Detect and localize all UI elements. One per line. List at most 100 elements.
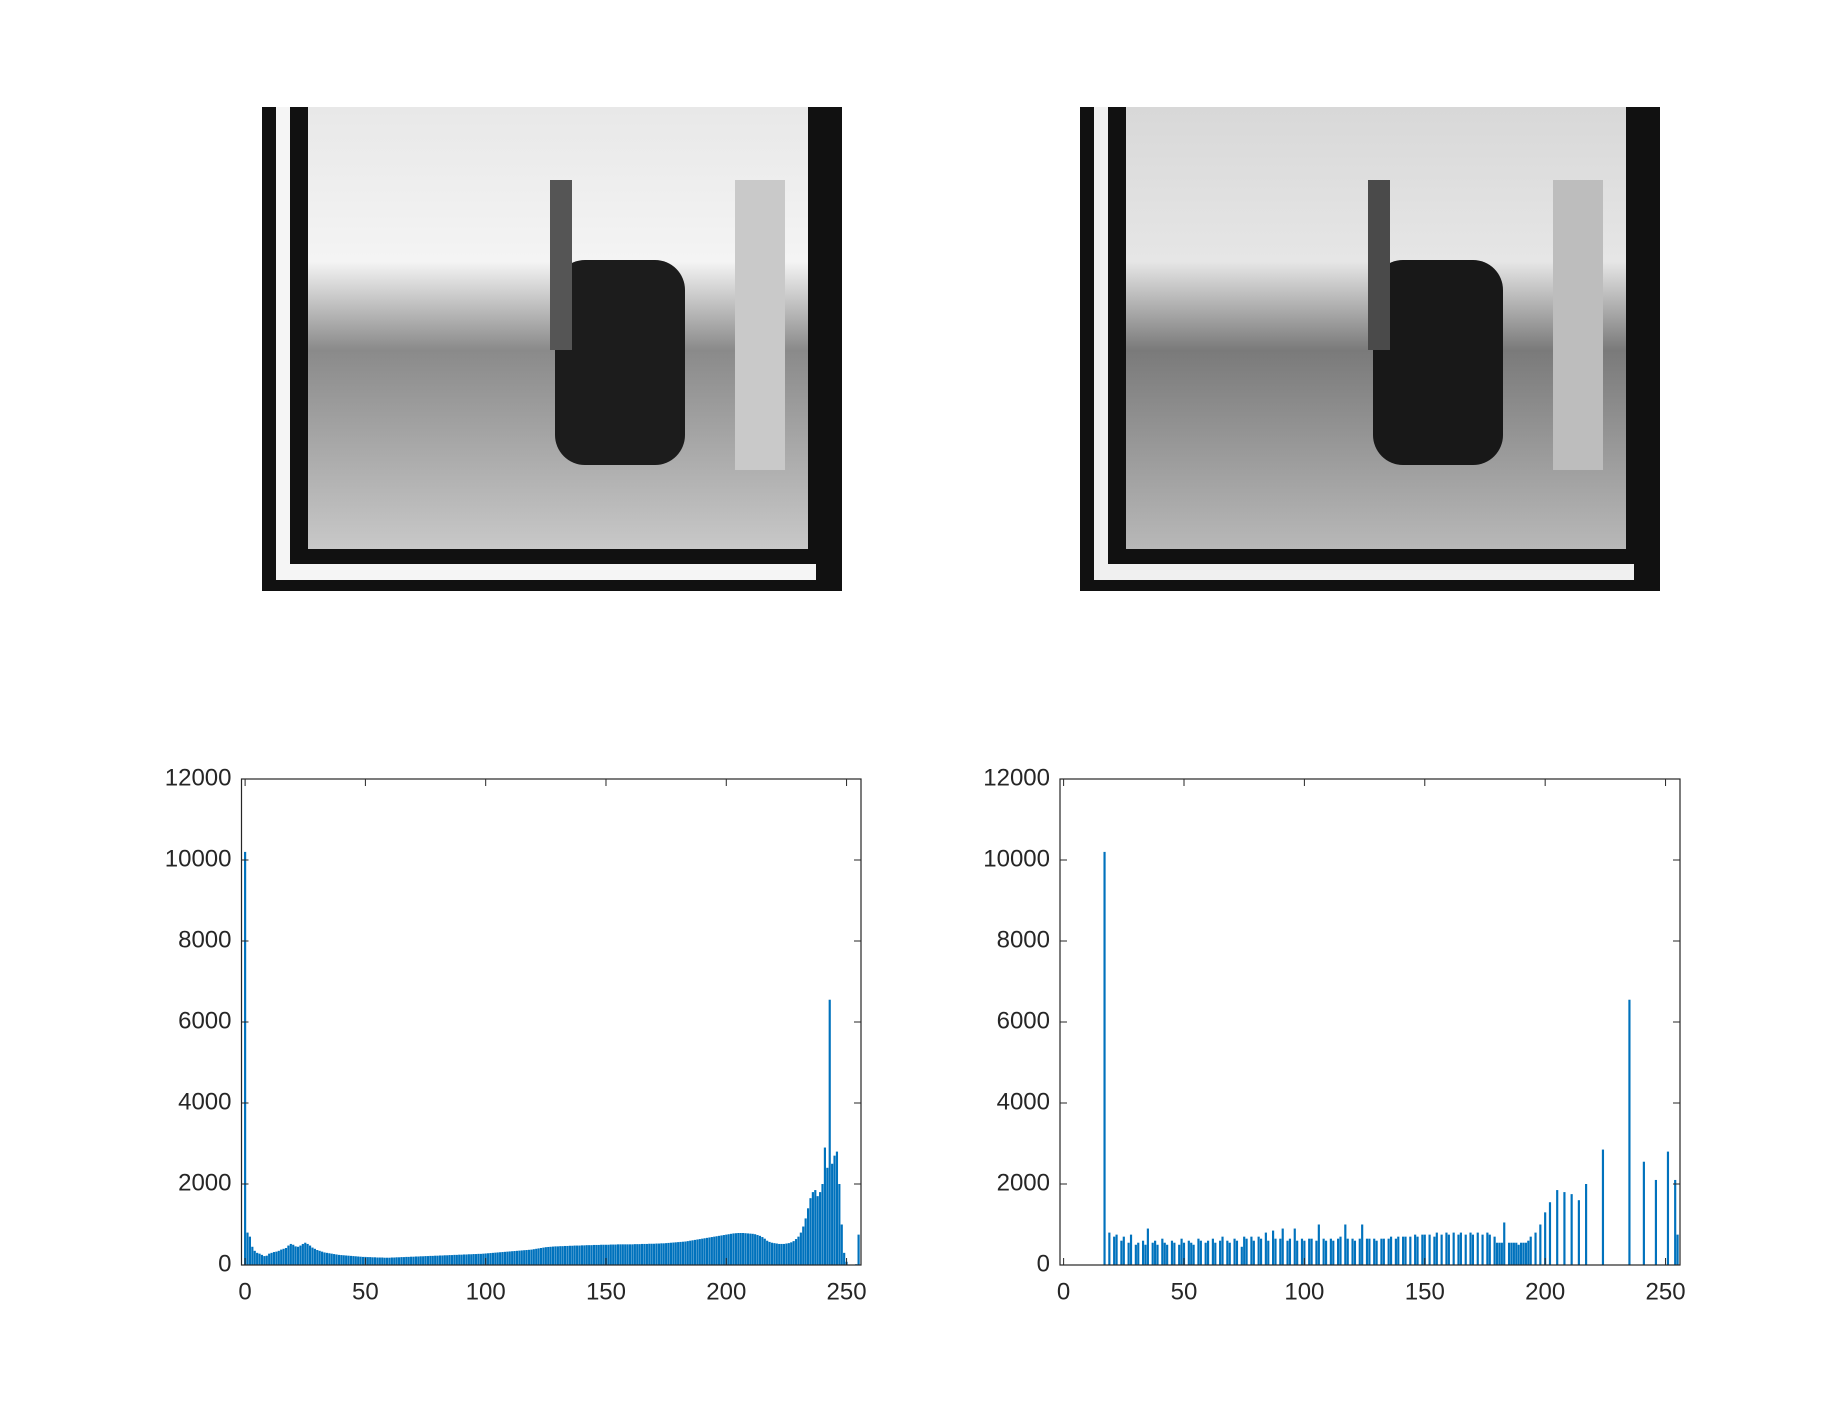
bar xyxy=(275,1251,278,1265)
bar xyxy=(333,1254,336,1265)
bar xyxy=(1293,1228,1296,1265)
bar xyxy=(1156,1244,1159,1265)
bar xyxy=(717,1235,721,1265)
bar xyxy=(604,1244,608,1265)
bar xyxy=(1404,1236,1407,1265)
bar xyxy=(1389,1236,1393,1265)
bar xyxy=(1141,1240,1145,1265)
bar xyxy=(547,1246,550,1265)
bar xyxy=(1654,1179,1658,1265)
bar xyxy=(1166,1244,1169,1265)
bar xyxy=(1375,1240,1378,1265)
bar xyxy=(1459,1232,1462,1265)
bar xyxy=(1577,1200,1580,1265)
histogram-axes: 0 50 100 150 200 250 0 2000 4000 6000 8000 10000 120… xyxy=(983,764,1685,1305)
bar xyxy=(1585,1184,1588,1265)
bar xyxy=(580,1245,584,1265)
bar xyxy=(268,1253,271,1265)
bar xyxy=(1279,1238,1282,1265)
bar xyxy=(434,1255,437,1265)
bar xyxy=(1674,1179,1677,1265)
bar xyxy=(816,1196,819,1265)
bar xyxy=(479,1253,482,1265)
bar xyxy=(265,1255,268,1265)
bar xyxy=(1387,1238,1390,1265)
bar xyxy=(1471,1234,1475,1265)
bar xyxy=(1190,1242,1193,1265)
bar xyxy=(631,1244,634,1265)
bar xyxy=(472,1254,475,1265)
bar xyxy=(260,1254,264,1265)
bar xyxy=(657,1243,660,1265)
bar xyxy=(426,1256,430,1265)
bar xyxy=(383,1257,386,1265)
bar xyxy=(1163,1242,1166,1265)
y-tick-label: 10000 xyxy=(983,845,1050,872)
bar xyxy=(556,1246,559,1265)
bar xyxy=(373,1257,377,1265)
bar xyxy=(1122,1236,1125,1265)
bar xyxy=(313,1248,316,1265)
bar xyxy=(1601,1149,1605,1265)
bar xyxy=(1464,1234,1467,1265)
bar xyxy=(1267,1240,1270,1265)
bar xyxy=(636,1244,639,1265)
bar xyxy=(782,1243,786,1265)
bar xyxy=(725,1234,728,1265)
x-tick-label: 0 xyxy=(238,1278,251,1305)
bar xyxy=(742,1233,745,1265)
bar xyxy=(1233,1238,1236,1265)
bar xyxy=(585,1245,588,1265)
bar xyxy=(1286,1240,1289,1265)
x-tick-label: 0 xyxy=(1057,1278,1070,1305)
bar xyxy=(669,1242,673,1265)
bar xyxy=(1315,1240,1318,1265)
bar xyxy=(691,1240,694,1265)
bar xyxy=(342,1255,345,1265)
bar xyxy=(1337,1238,1340,1265)
bar xyxy=(660,1243,663,1265)
x-tick-label: 200 xyxy=(1525,1278,1565,1305)
bar xyxy=(395,1257,398,1265)
bar xyxy=(1628,999,1631,1265)
bar xyxy=(1642,1161,1645,1265)
bar xyxy=(566,1245,569,1265)
bar xyxy=(1373,1238,1376,1265)
bar xyxy=(773,1243,776,1265)
bar xyxy=(1250,1236,1253,1265)
bar xyxy=(340,1255,343,1265)
bar xyxy=(628,1244,632,1265)
bar xyxy=(248,1236,252,1265)
bar xyxy=(407,1256,410,1265)
bar xyxy=(843,1252,846,1265)
bar xyxy=(588,1245,591,1265)
bar xyxy=(436,1255,439,1265)
bar xyxy=(1151,1242,1154,1265)
bar xyxy=(251,1246,254,1265)
bar xyxy=(330,1253,333,1265)
bar xyxy=(513,1251,516,1265)
bar xyxy=(371,1257,374,1265)
bar xyxy=(438,1255,442,1265)
bar xyxy=(826,1167,829,1265)
x-tick-label: 250 xyxy=(1646,1278,1686,1305)
bar xyxy=(1332,1240,1335,1265)
bar xyxy=(1481,1234,1484,1265)
bar xyxy=(578,1245,581,1265)
bar xyxy=(1120,1240,1123,1265)
bar xyxy=(645,1243,648,1265)
bar xyxy=(410,1256,413,1265)
bar xyxy=(1103,851,1106,1265)
bar xyxy=(1108,1232,1111,1265)
bar xyxy=(696,1239,699,1265)
bar xyxy=(1252,1240,1255,1265)
bar xyxy=(532,1249,535,1265)
bar xyxy=(730,1233,733,1265)
bar xyxy=(1500,1242,1503,1265)
bar xyxy=(294,1246,297,1265)
x-tick-label: 150 xyxy=(586,1278,626,1305)
bar xyxy=(525,1250,528,1265)
bar xyxy=(1416,1236,1419,1265)
bar xyxy=(590,1245,593,1265)
bar xyxy=(527,1249,531,1265)
